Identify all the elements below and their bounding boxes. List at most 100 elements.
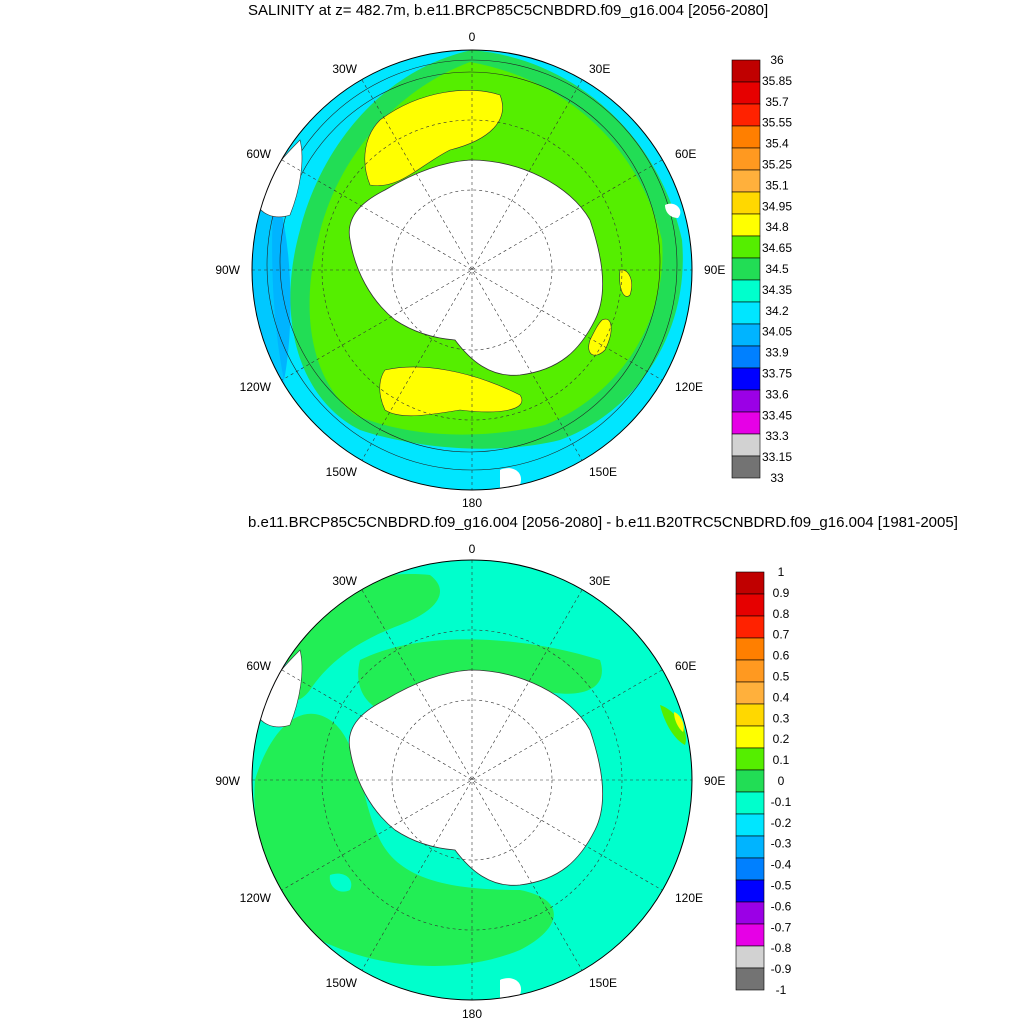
panel1-colorbar-label: 34.2: [765, 304, 789, 318]
panel2-colorbar-label: 0.2: [773, 732, 790, 746]
panel1-colorbar-swatch: [731, 103, 761, 127]
panel2-colorbar-swatch: [735, 857, 765, 881]
panel1-colorbar-swatch: [731, 125, 761, 149]
panel1-colorbar-swatch: [731, 411, 761, 435]
lon-label-90w: 90W: [215, 263, 240, 277]
panel2-colorbar-swatch: [735, 769, 765, 793]
lon-label-30w: 30W: [332, 62, 357, 76]
panel2-colorbar-label: 0.6: [773, 649, 790, 663]
panel1-colorbar-label: 35.25: [762, 158, 792, 172]
lon-label-90e: 90E: [704, 263, 725, 277]
panel1-colorbar-label: 33: [770, 471, 784, 485]
panel1-colorbar-swatch: [731, 279, 761, 303]
panel2-colorbar-swatch: [735, 615, 765, 639]
panel1-colorbar: 36 35.85 35.7 35.55 35.4 35.25 35.1 34.95 34.8 34…: [731, 53, 792, 485]
panel2-colorbar-label: -0.9: [771, 962, 792, 976]
new-zealand-land: [500, 468, 521, 490]
lon-label-120w: 120W: [240, 380, 272, 394]
panel1-title: SALINITY at z= 482.7m, b.e11.BRCP85C5CNB…: [248, 2, 769, 19]
lon2-label-150w: 150W: [326, 976, 358, 990]
diff-yellow-east: [674, 712, 684, 732]
lon-label-0: 0: [469, 30, 476, 44]
panel1-colorbar-label: 33.45: [762, 408, 792, 422]
panel1-colorbar-swatch: [731, 301, 761, 325]
panel1-colorbar-label: 35.7: [765, 95, 789, 109]
panel2-colorbar-label: -0.7: [771, 920, 792, 934]
panel2-colorbar-swatch: [735, 747, 765, 771]
panel2-colorbar: 1 0.9 0.8 0.7 0.6 0.5 0.4 0.3 0.2 0.1 0 -0.1 -0.2 -0.…: [735, 565, 792, 997]
panel2-longitude-labels: 0 180 90W 90E 30W 60W 120W 150W 30E 60E …: [215, 542, 725, 1021]
panel1-colorbar-label: 34.8: [765, 220, 789, 234]
panel1-colorbar-swatch: [731, 169, 761, 193]
panel2-colorbar-swatch: [735, 813, 765, 837]
panel2-colorbar-label: -0.3: [771, 837, 792, 851]
panel1-longitude-labels: 0 180 90W 90E 30W 60W 120W 150W 30E 60E …: [215, 30, 725, 510]
panel1-colorbar-swatch: [731, 81, 761, 105]
panel2-colorbar-label: -0.6: [771, 899, 792, 913]
panel2-colorbar-swatch: [735, 703, 765, 727]
panel1-colorbar-label: 36: [770, 53, 784, 67]
lon2-label-60e: 60E: [675, 659, 696, 673]
lon-label-180: 180: [462, 496, 482, 510]
panel1-colorbar-swatch: [731, 455, 761, 479]
panel2-colorbar-swatch: [735, 681, 765, 705]
panel2-colorbar-label: 0: [778, 774, 785, 788]
saline-core-north: [364, 90, 503, 186]
panel2-colorbar-label: 0.9: [773, 586, 790, 600]
panel1-colorbar-swatch: [731, 323, 761, 347]
lon2-label-120w: 120W: [240, 891, 272, 905]
panel2-colorbar-swatch: [735, 967, 765, 991]
saline-core-east-2: [588, 318, 612, 356]
lon2-label-0: 0: [469, 542, 476, 556]
lon2-label-150e: 150E: [589, 976, 617, 990]
panel1-colorbar-label: 35.1: [765, 178, 789, 192]
panel2-colorbar-label: 0.3: [773, 711, 790, 725]
panel2-colorbar-label: -0.5: [771, 879, 792, 893]
lon2-label-30w: 30W: [332, 574, 357, 588]
antarctica-landmass-2: [348, 669, 604, 886]
new-zealand-land-2: [500, 978, 521, 1000]
saline-core-east-1: [619, 269, 632, 297]
diff-positive-east: [660, 705, 686, 745]
lon-label-60w: 60W: [246, 147, 271, 161]
lon2-label-60w: 60W: [246, 659, 271, 673]
lon-label-150e: 150E: [589, 465, 617, 479]
panel2-colorbar-swatch: [735, 945, 765, 969]
panel2-colorbar-swatch: [735, 879, 765, 903]
panel2-colorbar-label: 0.4: [773, 690, 790, 704]
panel1-colorbar-label: 35.85: [762, 74, 792, 88]
panel1-colorbar-label: 34.35: [762, 283, 792, 297]
lon2-label-90e: 90E: [704, 774, 725, 788]
panel2-colorbar-swatch: [735, 637, 765, 661]
panel2-colorbar-label: -1: [776, 983, 787, 997]
lon-label-60e: 60E: [675, 147, 696, 161]
panel2-colorbar-swatch: [735, 791, 765, 815]
panel2-colorbar-label: 0.7: [773, 628, 790, 642]
panel1-colorbar-label: 34.95: [762, 199, 792, 213]
panel2-map: [251, 559, 693, 1001]
panel2-colorbar-label: -0.4: [771, 858, 792, 872]
panel1-colorbar-swatch: [731, 345, 761, 369]
lon2-label-30e: 30E: [589, 574, 610, 588]
diff-cyan-pocket: [329, 873, 352, 892]
panel1-colorbar-label: 33.3: [765, 429, 789, 443]
panel1-colorbar-swatch: [731, 235, 761, 259]
panel2-colorbar-label: 0.1: [773, 753, 790, 767]
panel2-colorbar-label: 1: [778, 565, 785, 579]
panel1-colorbar-swatch: [731, 433, 761, 457]
lon2-label-90w: 90W: [215, 774, 240, 788]
panel2-colorbar-swatch: [735, 835, 765, 859]
panel2-colorbar-label: 0.8: [773, 607, 790, 621]
panel1-colorbar-label: 33.15: [762, 450, 792, 464]
panel2-colorbar-swatch: [735, 725, 765, 749]
panel1-colorbar-swatch: [731, 367, 761, 391]
panel1-colorbar-label: 33.9: [765, 346, 789, 360]
panel2-colorbar-swatch: [735, 571, 765, 595]
kerguelen-land: [665, 203, 681, 218]
antarctica-landmass: [348, 159, 604, 376]
lon-label-150w: 150W: [326, 465, 358, 479]
panel2-title: b.e11.BRCP85C5CNBDRD.f09_g16.004 [2056-2…: [248, 514, 958, 531]
panel1-colorbar-label: 35.4: [765, 137, 789, 151]
lon2-label-120e: 120E: [675, 891, 703, 905]
